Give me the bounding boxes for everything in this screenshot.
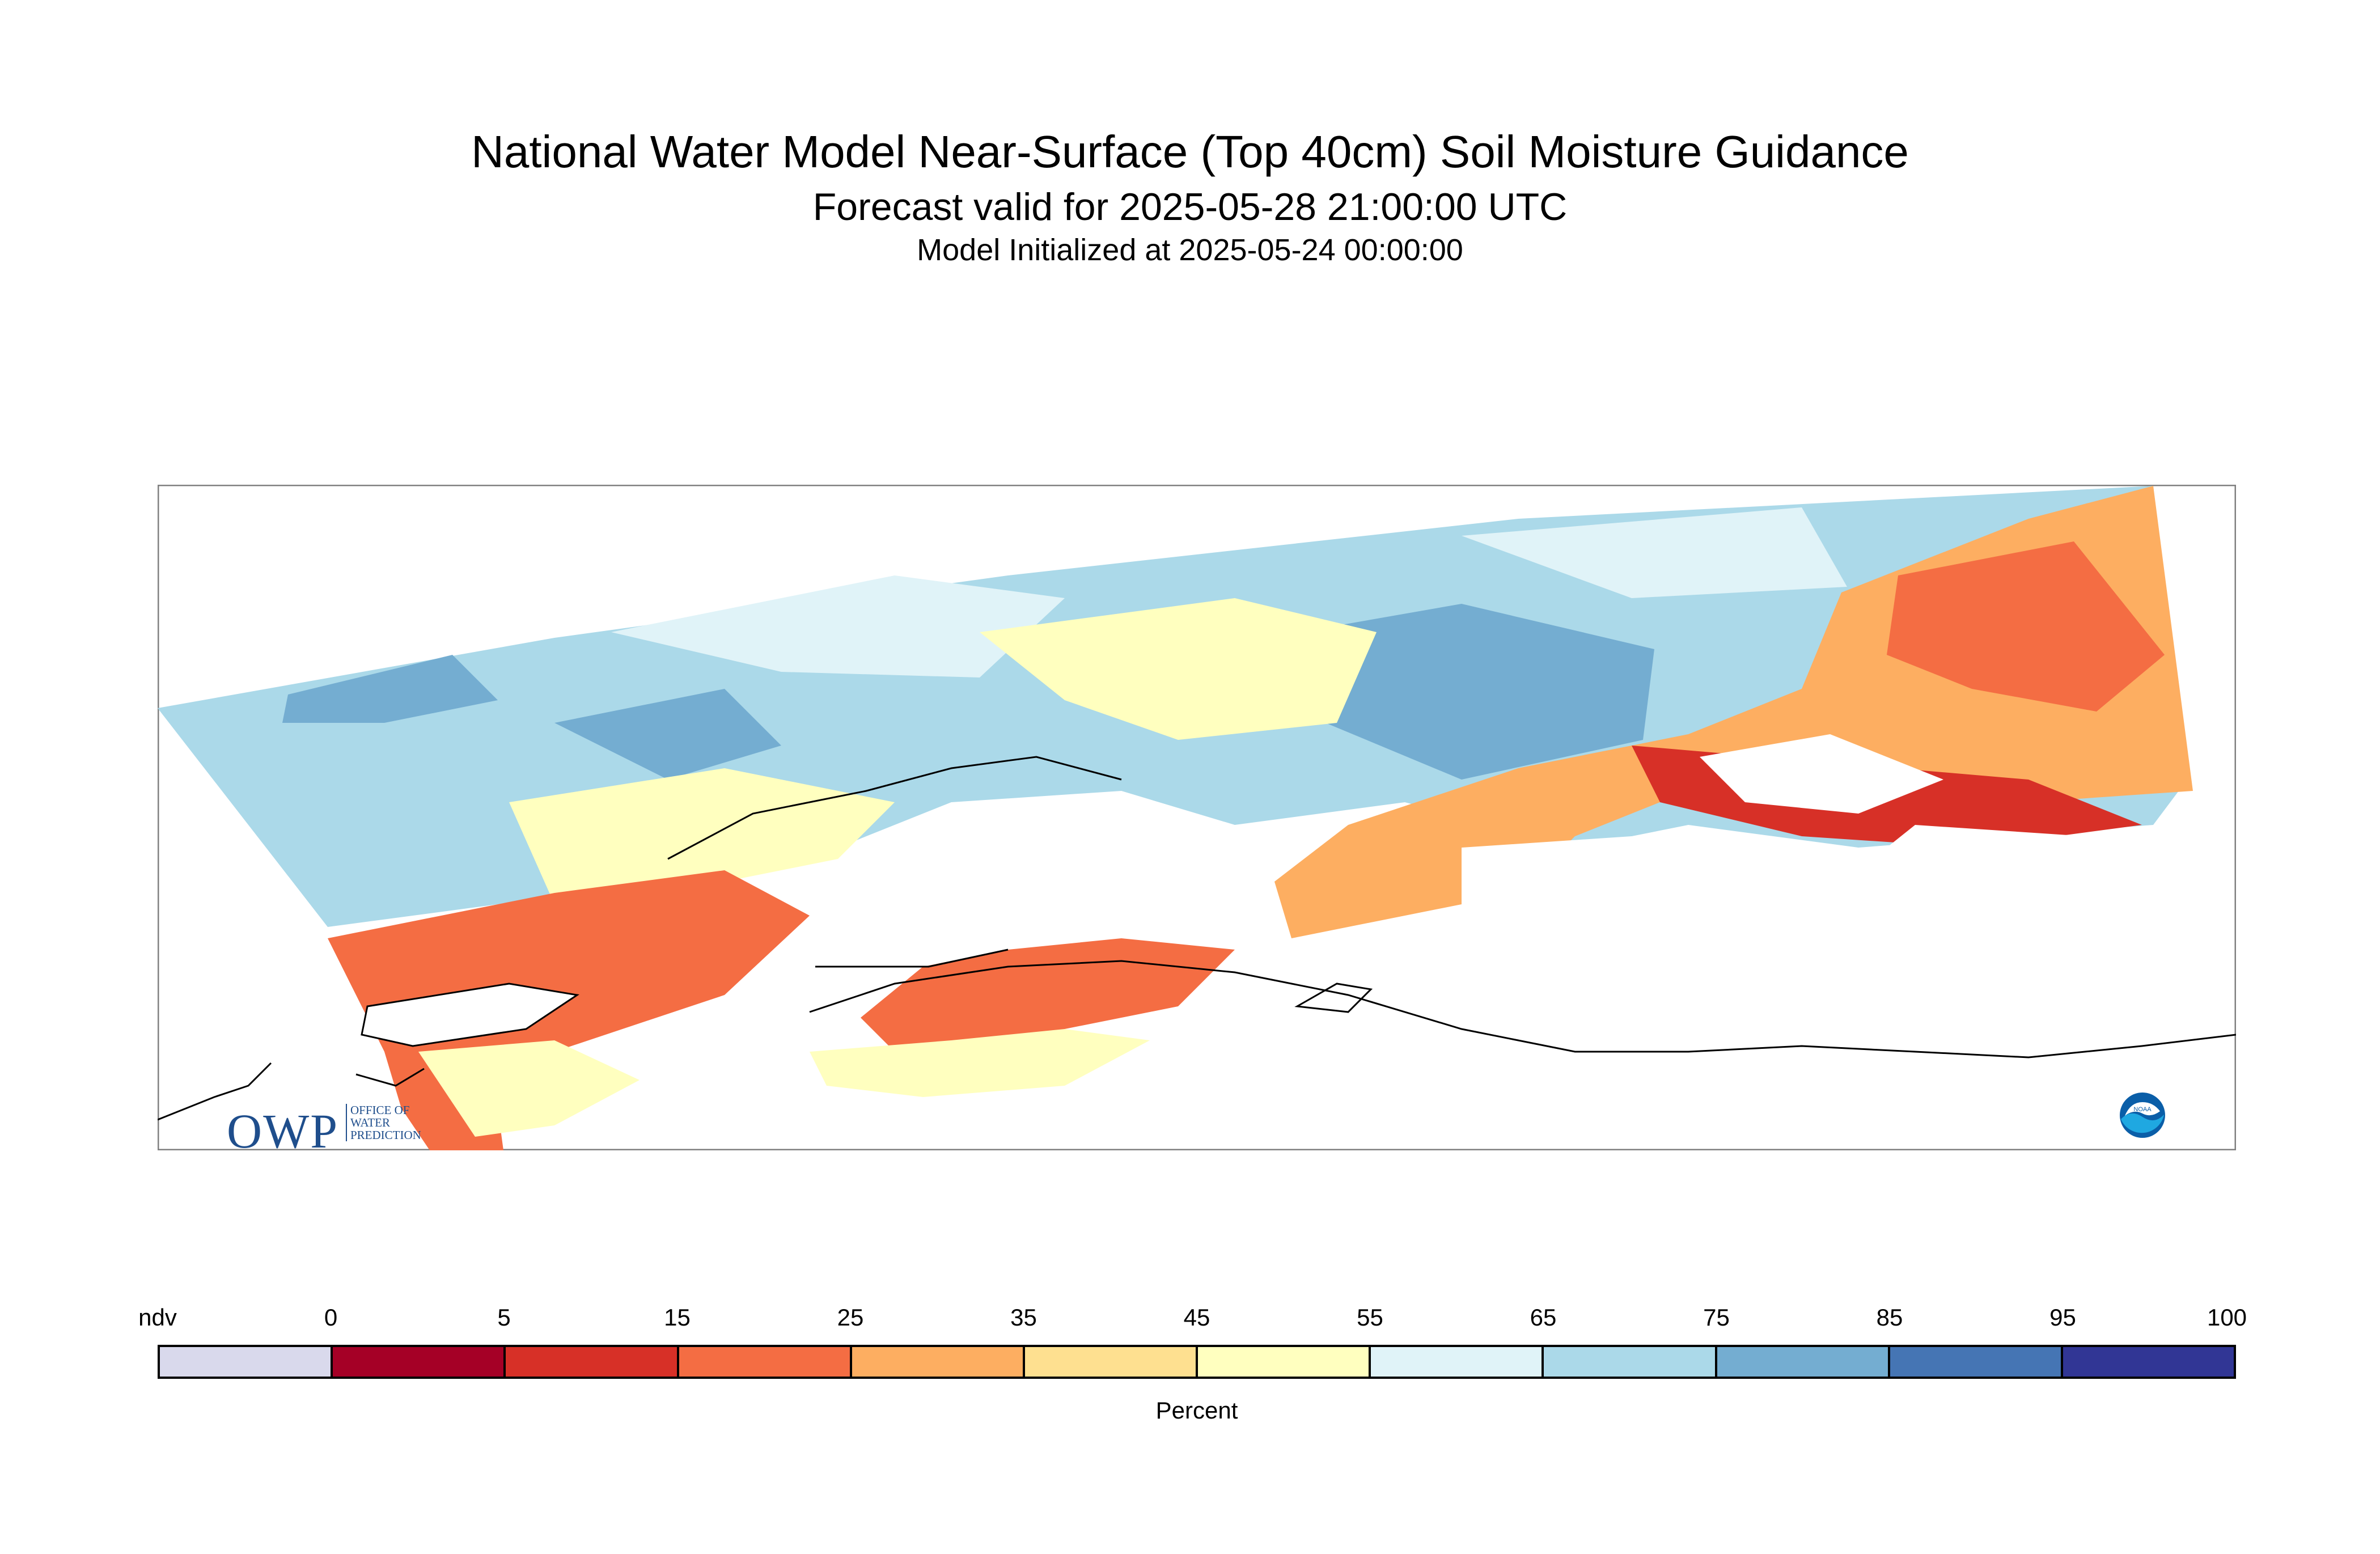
cook-inlet-coast [158, 756, 1122, 1121]
tick-label-35: 35 [1010, 1304, 1037, 1331]
swatch-75-85 [1717, 1347, 1890, 1377]
owp-line-3: PREDICTION [350, 1128, 421, 1142]
owp-logo-text: OWP [227, 1104, 339, 1158]
tick-label-100: 100 [2207, 1304, 2247, 1331]
soil-moisture-field [158, 486, 2193, 1150]
map-title: National Water Model Near-Surface (Top 4… [471, 126, 1909, 177]
swatch-15-25 [679, 1347, 852, 1377]
coastline [158, 756, 2236, 1121]
tick-label-15: 15 [664, 1304, 691, 1331]
snow-no-data-patch [1802, 825, 2085, 972]
owp-logo-subtext: OFFICE OF WATER PREDICTION [346, 1104, 464, 1141]
snow-no-data-patch [1462, 836, 1688, 927]
water-body [361, 983, 579, 1047]
wet-region-mid-blue [282, 655, 498, 723]
owp-line-2: WATER [350, 1116, 390, 1129]
tick-label-ndv: ndv [138, 1304, 177, 1331]
wet-region-mid-blue [554, 689, 781, 780]
owp-logo: OWP OFFICE OF WATER PREDICTION [227, 1103, 421, 1159]
swatch-35-45 [1024, 1347, 1199, 1377]
noaa-logo-text: NOAA [2133, 1106, 2152, 1113]
owp-line-1: OFFICE OF [350, 1103, 410, 1117]
tick-label-85: 85 [1876, 1304, 1903, 1331]
river-line [815, 949, 1009, 968]
soil-moisture-map [158, 485, 2236, 1150]
colorbar-unit-label: Percent [1155, 1397, 1238, 1424]
swatch-55-65 [1371, 1347, 1544, 1377]
kenai-coast [809, 960, 2236, 1058]
swatch-45-55 [1198, 1347, 1371, 1377]
moderate-region-pale-yellow [509, 768, 895, 904]
moderate-region-pale-yellow [418, 1040, 640, 1137]
tick-label-65: 65 [1530, 1304, 1557, 1331]
tick-label-45: 45 [1183, 1304, 1210, 1331]
tick-label-75: 75 [1703, 1304, 1730, 1331]
swatch-25-35 [852, 1347, 1025, 1377]
moderate-region-pale-yellow [980, 598, 1377, 740]
island-outline [1294, 983, 1373, 1013]
model-init-subtitle: Model Initialized at 2025-05-24 00:00:00 [917, 233, 1463, 267]
tick-label-95: 95 [2049, 1304, 2076, 1331]
snow-no-data-patch [1700, 734, 1943, 814]
forecast-valid-subtitle: Forecast valid for 2025-05-28 21:00:00 U… [812, 185, 1568, 228]
noaa-logo: NOAA [2120, 1093, 2165, 1138]
swatch-ndv [160, 1347, 333, 1377]
tick-label-55: 55 [1357, 1304, 1383, 1331]
swatch-95-100 [2063, 1347, 2234, 1377]
tick-label-25: 25 [837, 1304, 864, 1331]
colorbar [158, 1345, 2236, 1379]
dry-region-red-orange [861, 938, 1235, 1052]
swatch-5-15 [506, 1347, 679, 1377]
swatch-65-75 [1544, 1347, 1717, 1377]
moist-region-pale-blue [1462, 507, 1847, 598]
dry-region-red-orange [1887, 541, 2165, 712]
tick-label-5: 5 [497, 1304, 511, 1331]
tick-label-0: 0 [324, 1304, 338, 1331]
moist-region-pale-blue [611, 575, 1065, 678]
colorbar-legend: ndv 0 5 15 25 35 45 55 65 75 85 95 100 P… [138, 1304, 2247, 1429]
moderate-region-pale-yellow [810, 1029, 1150, 1097]
swatch-0-5 [333, 1347, 506, 1377]
swatch-85-95 [1890, 1347, 2063, 1377]
